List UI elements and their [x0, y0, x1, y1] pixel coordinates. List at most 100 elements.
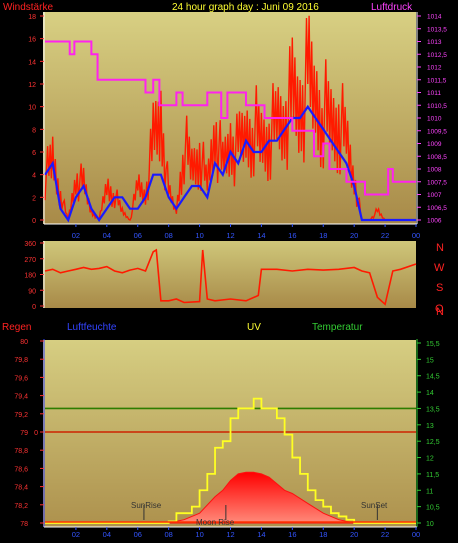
pressure-y-tick-label: 1006,5 — [427, 205, 447, 212]
wind-y-tick-label: 0 — [32, 218, 36, 225]
wind-direction-panel — [43, 241, 416, 308]
temperature-y-tick-label: 11,5 — [426, 472, 439, 479]
climate-x-tick-label: 00 — [412, 530, 420, 539]
wind-x-tick-label: 00 — [412, 231, 420, 240]
wind-average-line — [44, 104, 416, 223]
humidity-y-tick-label: 79,2 — [14, 412, 28, 419]
humidity-y-tick-label: 79,8 — [14, 357, 28, 364]
wind-y-tick-label: 4 — [32, 173, 36, 180]
pressure-title: Luftdruck — [371, 2, 413, 13]
wind-direction-line — [44, 248, 417, 306]
temperature-y-tick-label: 15 — [426, 357, 434, 364]
graph-title: 24 hour graph day : Juni 09 2016 — [172, 2, 319, 13]
humidity-y-tick-label: 79,4 — [14, 394, 28, 401]
rain-title: Regen — [2, 322, 31, 333]
climate-x-tick-label: 22 — [381, 530, 389, 539]
pressure-y-tick-label: 1008,5 — [427, 154, 447, 161]
wind-x-tick-label: 22 — [381, 231, 389, 240]
wind-y-tick-label: 2 — [32, 195, 36, 202]
climate-x-tick-label: 14 — [257, 530, 265, 539]
wind-x-tick-label: 02 — [72, 231, 80, 240]
climate-x-tick-label: 04 — [103, 530, 111, 539]
pressure-y-tick-label: 1011 — [427, 90, 441, 97]
wind-x-tick-label: 08 — [164, 231, 172, 240]
temperature-y-tick-label: 14,5 — [426, 374, 440, 381]
temperature-y-tick-label: 12 — [426, 456, 434, 463]
temperature-y-tick-label: 11 — [426, 488, 433, 495]
temperature-y-tick-label: 13 — [426, 423, 434, 430]
wind-y-tick-label: 8 — [32, 127, 36, 134]
uv-title: UV — [247, 322, 261, 333]
humidity-y-tick-label: 78,6 — [14, 466, 28, 473]
wind-x-tick-label: 20 — [350, 231, 358, 240]
sunset-label: SunSet — [361, 501, 388, 510]
pressure-y-tick-label: 1012,5 — [427, 52, 447, 59]
wind-x-tick-label: 04 — [103, 231, 111, 240]
pressure-y-tick-label: 1009,5 — [427, 128, 447, 135]
climate-x-tick-label: 20 — [350, 530, 358, 539]
humidity-y-tick-label: 79 — [20, 430, 28, 437]
climate-x-tick-label: 16 — [288, 530, 296, 539]
pressure-y-tick-label: 1007,5 — [427, 179, 447, 186]
wind-x-tick-label: 18 — [319, 231, 327, 240]
direction-y-tick-label: 180 — [24, 273, 36, 280]
pressure-y-tick-label: 1008 — [427, 167, 442, 174]
pressure-y-tick-label: 1006 — [427, 218, 442, 225]
climate-x-tick-label: 12 — [226, 530, 234, 539]
climate-x-tick-label: 08 — [164, 530, 172, 539]
sunrise-label: SunRise — [131, 501, 162, 510]
wind-panel — [43, 12, 416, 224]
humidity-y-tick-label: 78,8 — [14, 448, 28, 455]
wind-x-tick-label: 16 — [288, 231, 296, 240]
pressure-y-tick-label: 1012 — [427, 65, 442, 72]
moonrise-label: Moon Rise — [196, 518, 235, 527]
temperature-y-tick-label: 14 — [426, 390, 434, 397]
humidity-y-tick-label: 78,2 — [14, 503, 28, 510]
temperature-y-tick-label: 10 — [426, 521, 434, 528]
pressure-y-tick-label: 1013 — [427, 39, 442, 46]
wind-x-tick-label: 10 — [195, 231, 203, 240]
pressure-step-line — [45, 40, 416, 196]
pressure-y-tick-label: 1010 — [427, 116, 442, 123]
temperature-y-tick-label: 13,5 — [426, 406, 440, 413]
direction-y-tick-label: 270 — [24, 257, 36, 264]
pressure-y-tick-label: 1011,5 — [427, 77, 447, 84]
direction-y-tick-label: 360 — [24, 241, 36, 248]
compass-label-w: W — [434, 262, 445, 274]
pressure-y-tick-label: 1009 — [427, 141, 442, 148]
compass-label-s: S — [436, 282, 443, 294]
climate-x-tick-label: 10 — [195, 530, 203, 539]
direction-y-tick-label: 0 — [32, 304, 36, 311]
wind-y-tick-label: 10 — [28, 105, 36, 112]
climate-x-tick-label: 02 — [72, 530, 80, 539]
temperature-title: Temperatur — [312, 322, 363, 333]
wind-x-tick-label: 06 — [134, 231, 142, 240]
compass-label-o: O — [435, 303, 444, 315]
climate-x-tick-label: 18 — [319, 530, 327, 539]
temperature-y-tick-label: 10,5 — [426, 505, 440, 512]
humidity-y-tick-label: 78 — [20, 521, 28, 528]
climate-x-tick-label: 06 — [134, 530, 142, 539]
wind-y-tick-label: 14 — [28, 59, 36, 66]
wind-title: Windstärke — [3, 2, 53, 13]
humidity-title: Luftfeuchte — [67, 322, 117, 333]
humidity-y-tick-label: 80 — [20, 339, 28, 346]
compass-label-n-bottom: N — [436, 306, 444, 318]
pressure-y-tick-label: 1014 — [427, 14, 442, 21]
direction-y-tick-label: 90 — [28, 288, 36, 295]
wind-y-tick-label: 16 — [28, 37, 36, 44]
wind-y-tick-label: 18 — [28, 14, 36, 21]
wind-y-tick-label: 6 — [32, 150, 36, 157]
temperature-y-tick-label: 12,5 — [426, 439, 440, 446]
pressure-y-tick-label: 1010,5 — [427, 103, 447, 110]
uv-step-line — [45, 397, 416, 524]
temperature-y-tick-label: 15,5 — [426, 341, 440, 348]
wind-y-tick-label: 12 — [28, 82, 36, 89]
humidity-y-tick-label: 79,6 — [14, 375, 28, 382]
humidity-y-tick-label: 78,4 — [14, 485, 28, 492]
rain-axis-label: 0 — [34, 430, 38, 437]
humidity-area — [168, 471, 355, 524]
gust-series-line — [44, 15, 416, 223]
